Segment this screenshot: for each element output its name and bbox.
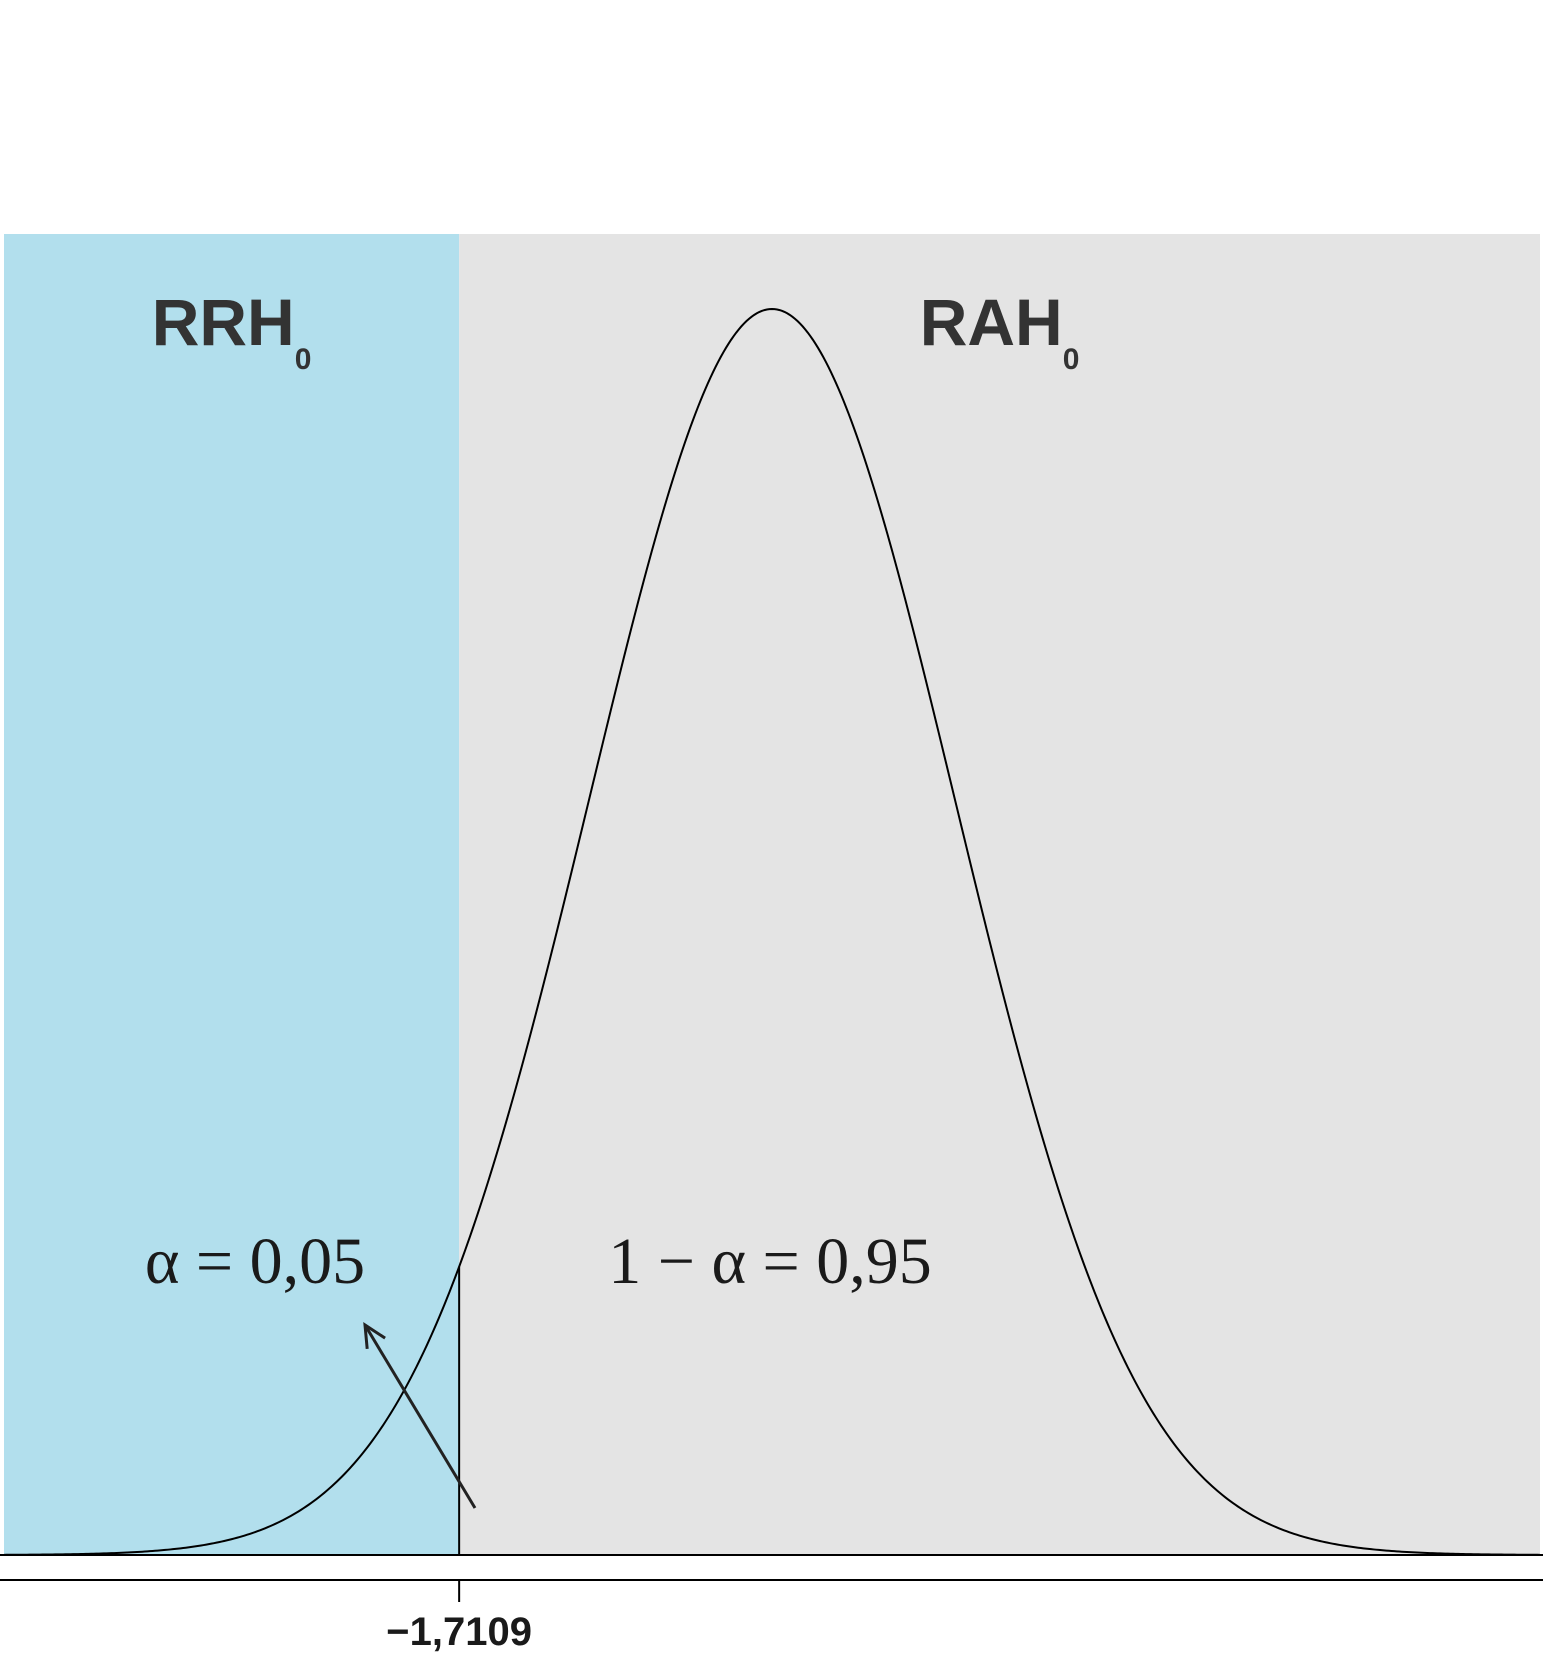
acceptance-region	[459, 234, 1541, 1555]
acceptance-region-name: RAH	[920, 285, 1063, 359]
alpha-pointer-arrow	[363, 1322, 477, 1509]
confidence-label: 1 − α = 0,95	[608, 1225, 932, 1298]
rejection-region-name: RRH	[152, 285, 295, 359]
alpha-label: α = 0,05	[145, 1225, 365, 1298]
critical-value-label: −1,7109	[386, 1610, 532, 1653]
density-curve	[3, 307, 1541, 1556]
alpha-arrow-head	[363, 1322, 386, 1350]
alpha-arrow-shaft	[363, 1324, 477, 1509]
rejection-region	[4, 234, 460, 1555]
rejection-region-subscript: 0	[295, 343, 312, 376]
acceptance-region-subscript: 0	[1063, 343, 1080, 376]
rejection-region-label: RRH0	[152, 285, 312, 376]
acceptance-region-label: RAH0	[920, 285, 1080, 376]
